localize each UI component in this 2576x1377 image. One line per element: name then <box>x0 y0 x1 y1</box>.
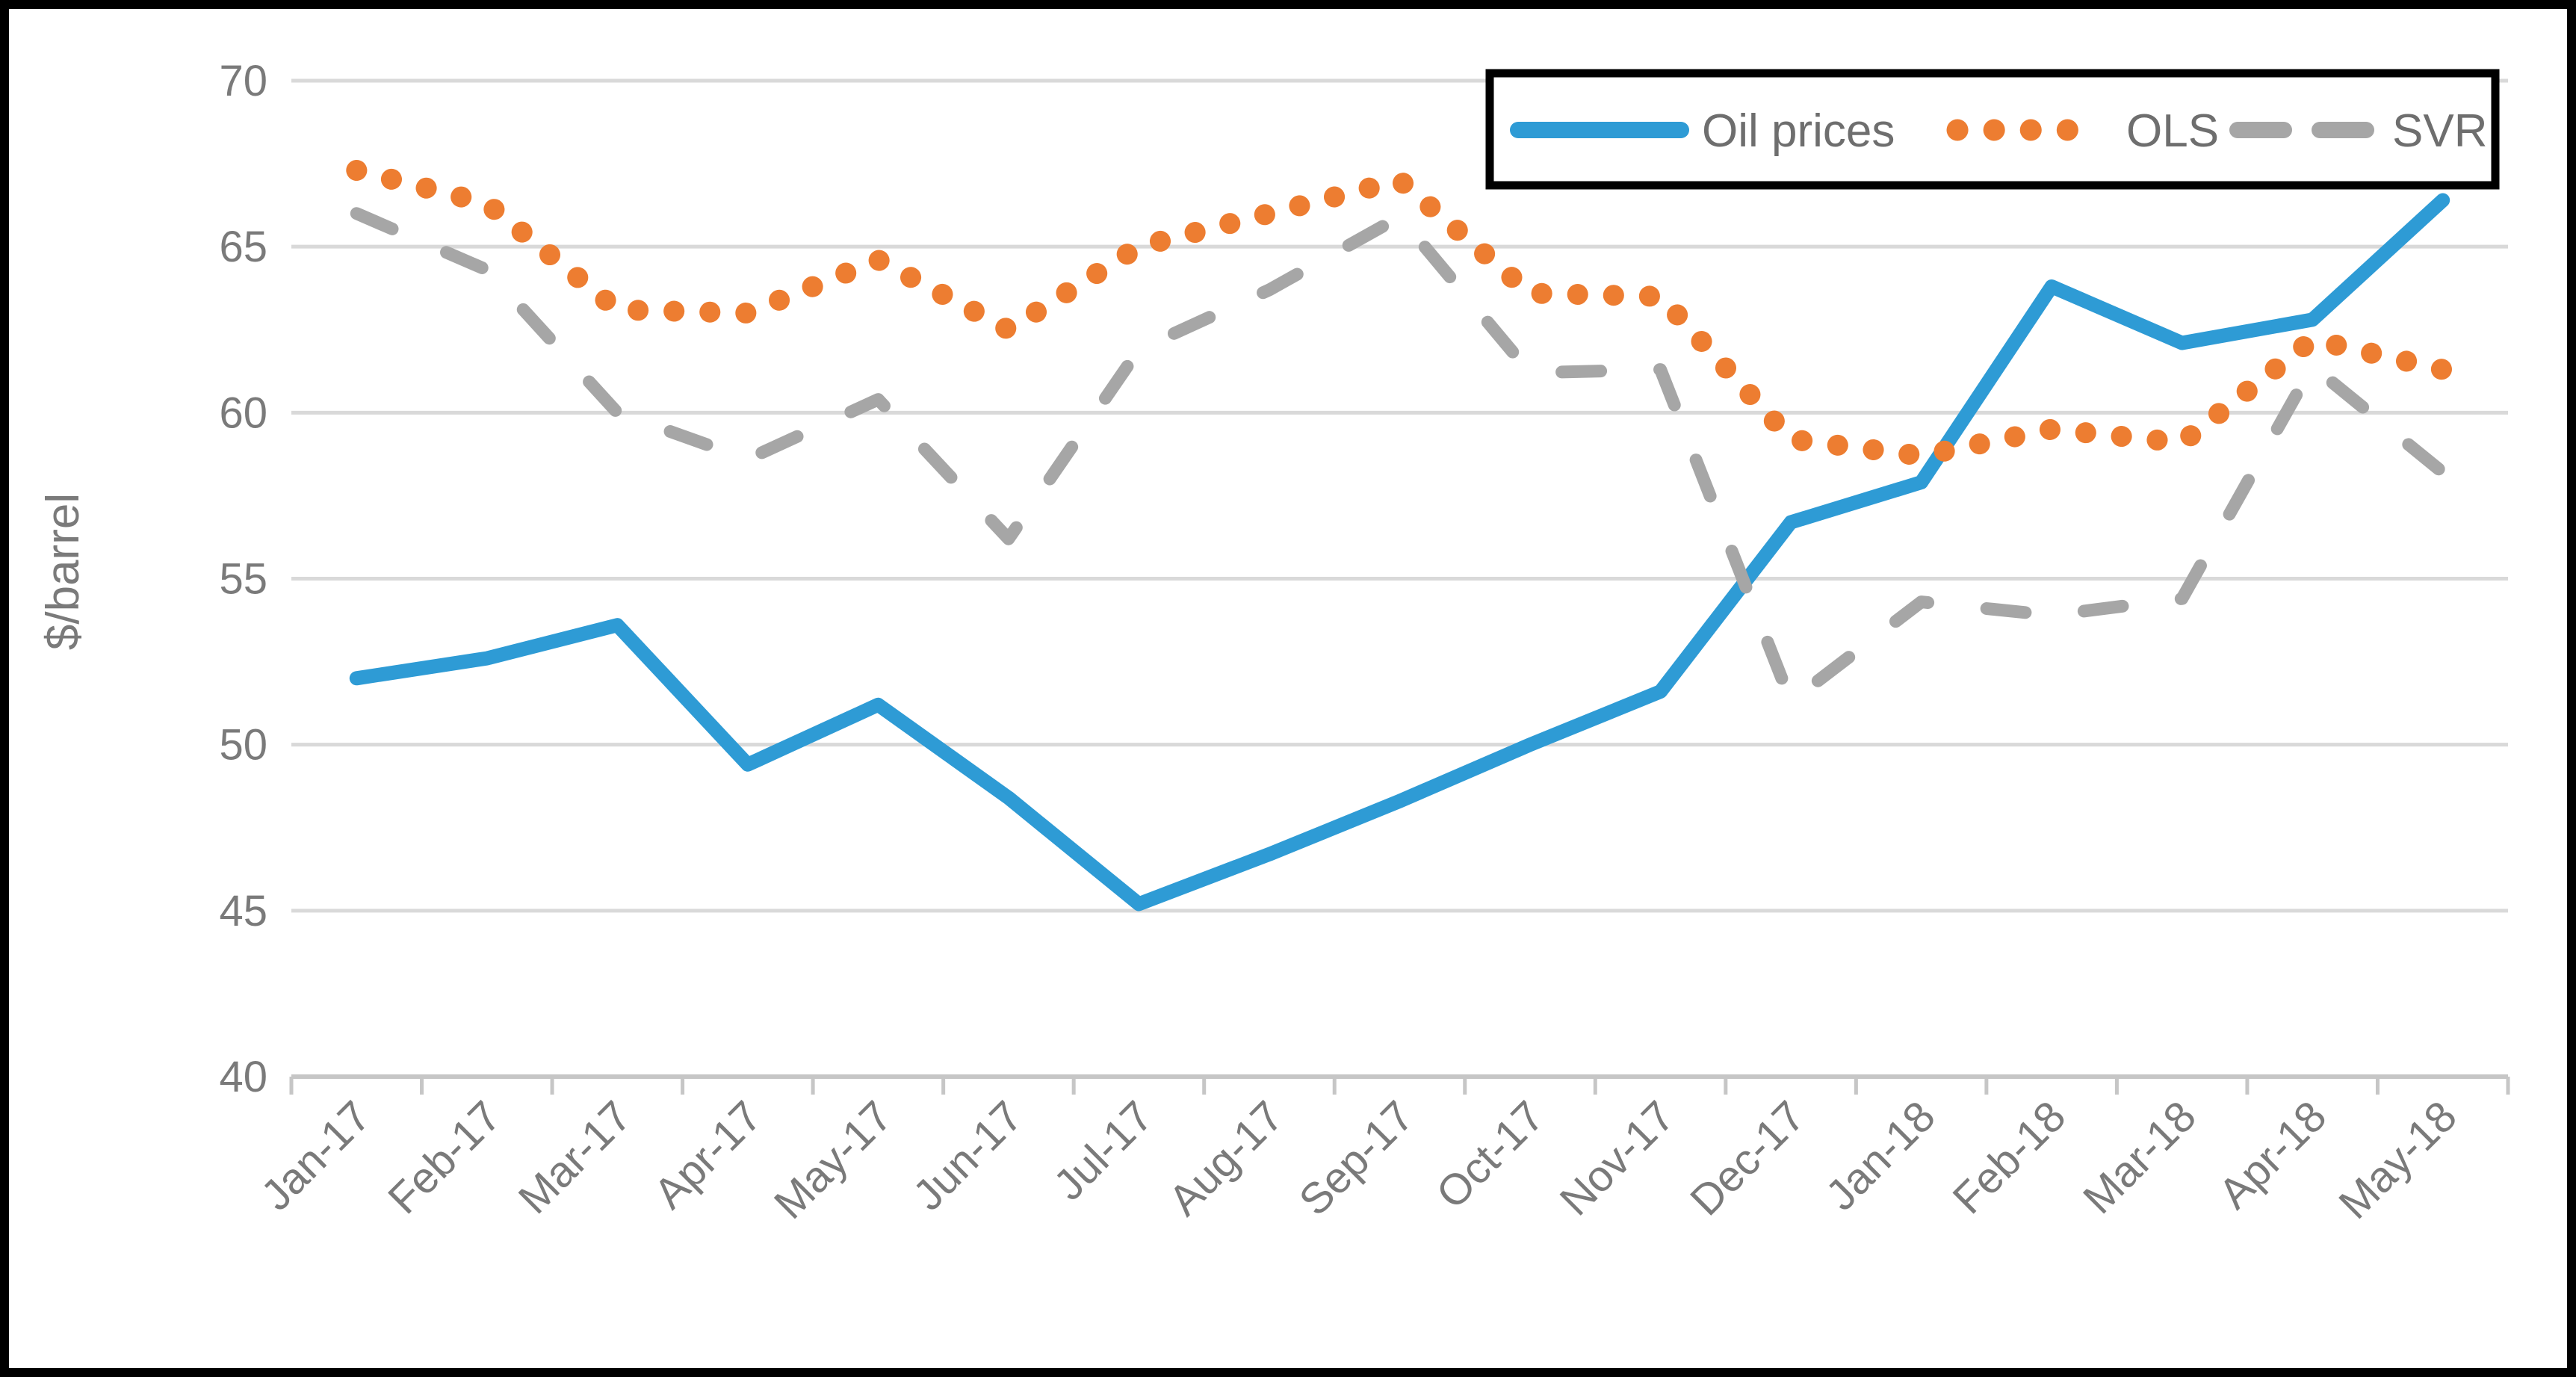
y-tick-label-40: 40 <box>219 1053 267 1101</box>
y-tick-label-70: 70 <box>219 57 267 105</box>
legend-label-svr: SVR <box>2392 105 2487 157</box>
y-tick-label-65: 65 <box>219 223 267 271</box>
y-tick-label-55: 55 <box>219 555 267 604</box>
plot-series <box>346 160 2453 912</box>
y-tick-label-60: 60 <box>219 389 267 437</box>
series-line-ols <box>346 160 2453 467</box>
series-line-oil-prices <box>349 193 2450 912</box>
series-line-svr <box>350 207 2450 708</box>
legend: Oil prices OLS SVR <box>1485 69 2500 190</box>
y-axis-tick-labels: 70 65 60 55 50 45 40 <box>219 57 267 1101</box>
y-axis-title: $/barrel <box>37 493 89 650</box>
axes <box>289 1074 2510 1095</box>
legend-label-ols: OLS <box>2126 105 2219 157</box>
y-tick-label-45: 45 <box>219 887 267 935</box>
legend-label-oil-prices: Oil prices <box>1702 105 1895 157</box>
y-tick-label-50: 50 <box>219 721 267 770</box>
